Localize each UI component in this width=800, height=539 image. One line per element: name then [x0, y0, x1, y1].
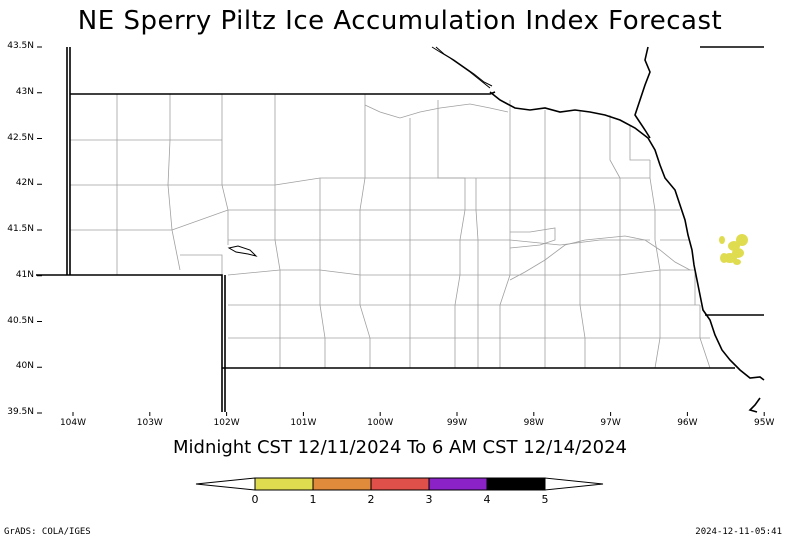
- lon-tick-label: 104W: [59, 418, 87, 428]
- latitude-ticks: [37, 46, 42, 414]
- legend-label: 1: [309, 493, 317, 506]
- lat-tick-label: 41.5N: [7, 224, 34, 234]
- legend-label: 0: [251, 493, 259, 506]
- legend-label: 3: [425, 493, 433, 506]
- map-title: NE Sperry Piltz Ice Accumulation Index F…: [77, 6, 723, 36]
- legend-swatch: [428, 477, 488, 491]
- lat-tick-label: 43.5N: [7, 41, 34, 51]
- lon-tick-label: 101W: [290, 418, 317, 428]
- lat-tick-label: 42.5N: [7, 132, 34, 143]
- lat-tick-label: 40.5N: [7, 315, 34, 326]
- lat-tick-label: 43N: [15, 86, 34, 97]
- lon-tick-label: 96W: [677, 418, 698, 428]
- lon-tick-label: 98W: [523, 418, 544, 428]
- lon-tick-label: 103W: [136, 418, 163, 428]
- legend-label: 4: [483, 493, 491, 506]
- legend-label: 2: [367, 493, 375, 506]
- lat-tick-label: 41N: [15, 269, 34, 280]
- forecast-ice-area: [719, 234, 748, 265]
- longitude-ticks: [72, 412, 765, 416]
- legend-swatch: [370, 477, 430, 491]
- legend-high-arrow: [544, 477, 604, 491]
- legend-swatch: [254, 477, 314, 491]
- legend-colorbar: [195, 477, 604, 491]
- legend-low-arrow: [195, 477, 256, 491]
- forecast-period: Midnight CST 12/11/2024 To 6 AM CST 12/1…: [172, 437, 628, 458]
- credit-text: GrADS: COLA/IGES: [4, 527, 91, 537]
- state-boundaries: [36, 46, 765, 413]
- lon-tick-label: 99W: [446, 418, 468, 428]
- county-boundaries: [70, 94, 711, 369]
- lat-tick-label: 42N: [15, 178, 34, 189]
- legend-swatch: [312, 477, 372, 491]
- lon-tick-label: 95W: [754, 418, 775, 428]
- timestamp: 2024-12-11-05:41: [695, 527, 782, 537]
- legend-swatch: [486, 477, 546, 491]
- water-features: [227, 46, 493, 257]
- lon-tick-label: 102W: [213, 418, 240, 428]
- lon-tick-label: 97W: [600, 418, 621, 428]
- lon-tick-label: 100W: [367, 418, 394, 428]
- legend-label: 5: [541, 493, 549, 506]
- lat-tick-label: 39.5N: [7, 407, 34, 417]
- lat-tick-label: 40N: [15, 361, 34, 372]
